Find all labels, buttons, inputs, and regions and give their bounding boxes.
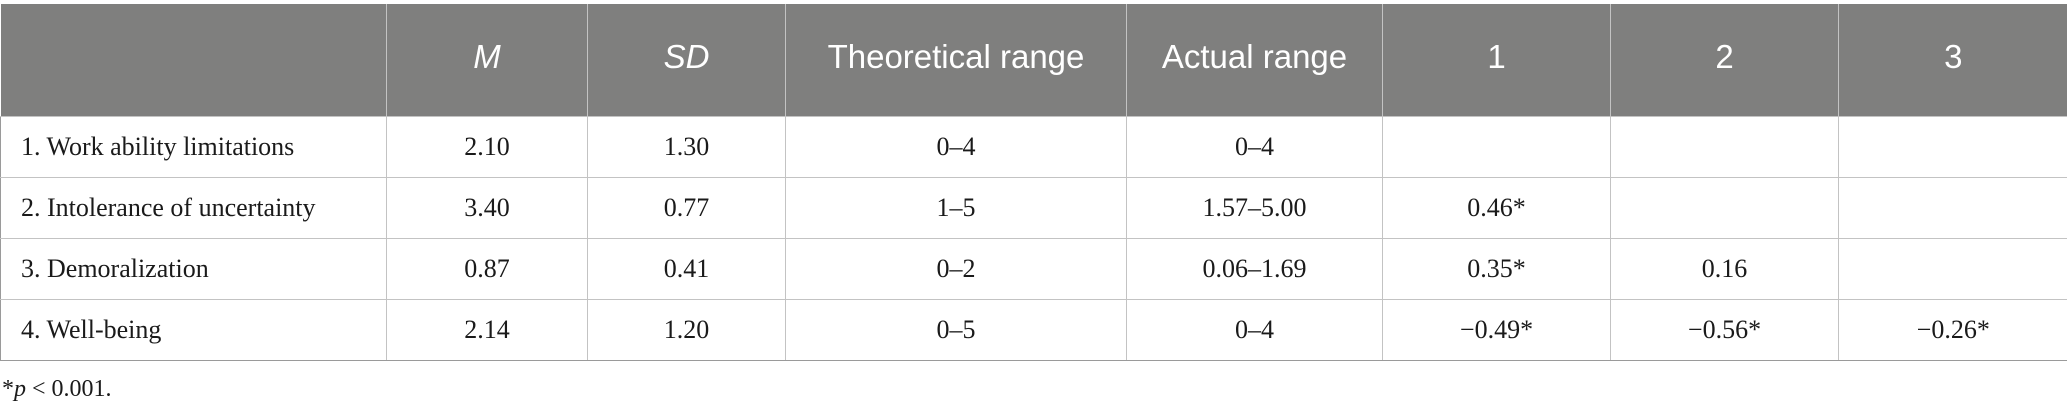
- header-row: M SD Theoretical range Actual range 1 2 …: [0, 4, 2067, 117]
- header-cell-corr-3: 3: [1838, 4, 2067, 117]
- table-cell: 2.14: [386, 299, 588, 361]
- header-cell-actual-range: Actual range: [1126, 4, 1383, 117]
- header-cell-variable: [0, 4, 387, 117]
- row-label-cell: 2. Intolerance of uncertainty: [0, 177, 387, 239]
- table-cell: [1838, 238, 2067, 300]
- table-cell: 2.10: [386, 116, 588, 178]
- table-cell: −0.56*: [1610, 299, 1839, 361]
- table-footnote: *p < 0.001.: [2, 376, 112, 403]
- header-cell-theoretical-range: Theoretical range: [785, 4, 1127, 117]
- table-cell: −0.49*: [1382, 299, 1611, 361]
- table-cell: 0.16: [1610, 238, 1839, 300]
- table-row: 1. Work ability limitations 2.10 1.30 0–…: [0, 116, 2067, 178]
- table-cell: 0.77: [587, 177, 786, 239]
- table-cell: [1838, 116, 2067, 178]
- row-label-cell: 1. Work ability limitations: [0, 116, 387, 178]
- footnote-p-symbol: p: [14, 376, 26, 402]
- header-cell-mean: M: [386, 4, 588, 117]
- table-cell: 0–2: [785, 238, 1127, 300]
- row-label-cell: 4. Well-being: [0, 299, 387, 361]
- header-cell-sd: SD: [587, 4, 786, 117]
- table-cell: [1838, 177, 2067, 239]
- footnote-threshold: < 0.001.: [26, 376, 112, 402]
- table-row: 4. Well-being 2.14 1.20 0–5 0–4 −0.49* −…: [0, 299, 2067, 361]
- table-cell: [1610, 116, 1839, 178]
- header-cell-corr-1: 1: [1382, 4, 1611, 117]
- table-cell: −0.26*: [1838, 299, 2067, 361]
- table-cell: 0.87: [386, 238, 588, 300]
- table-cell: 0.35*: [1382, 238, 1611, 300]
- table-cell: 0–4: [1126, 116, 1383, 178]
- descriptive-statistics-table: M SD Theoretical range Actual range 1 2 …: [0, 4, 2067, 361]
- table-cell: 3.40: [386, 177, 588, 239]
- descriptive-statistics-table-container: M SD Theoretical range Actual range 1 2 …: [0, 4, 2067, 361]
- table-cell: 1.30: [587, 116, 786, 178]
- table-cell: 0.06–1.69: [1126, 238, 1383, 300]
- table-cell: 1.57–5.00: [1126, 177, 1383, 239]
- table-cell: 1–5: [785, 177, 1127, 239]
- table-cell: [1610, 177, 1839, 239]
- footnote-asterisk: *: [2, 376, 14, 402]
- table-row: 3. Demoralization 0.87 0.41 0–2 0.06–1.6…: [0, 238, 2067, 300]
- table-cell: [1382, 116, 1611, 178]
- table-cell: 0–5: [785, 299, 1127, 361]
- table-cell: 0.41: [587, 238, 786, 300]
- table-cell: 0–4: [1126, 299, 1383, 361]
- header-cell-corr-2: 2: [1610, 4, 1839, 117]
- row-label-cell: 3. Demoralization: [0, 238, 387, 300]
- table-row: 2. Intolerance of uncertainty 3.40 0.77 …: [0, 177, 2067, 239]
- table-cell: 0.46*: [1382, 177, 1611, 239]
- table-cell: 1.20: [587, 299, 786, 361]
- table-cell: 0–4: [785, 116, 1127, 178]
